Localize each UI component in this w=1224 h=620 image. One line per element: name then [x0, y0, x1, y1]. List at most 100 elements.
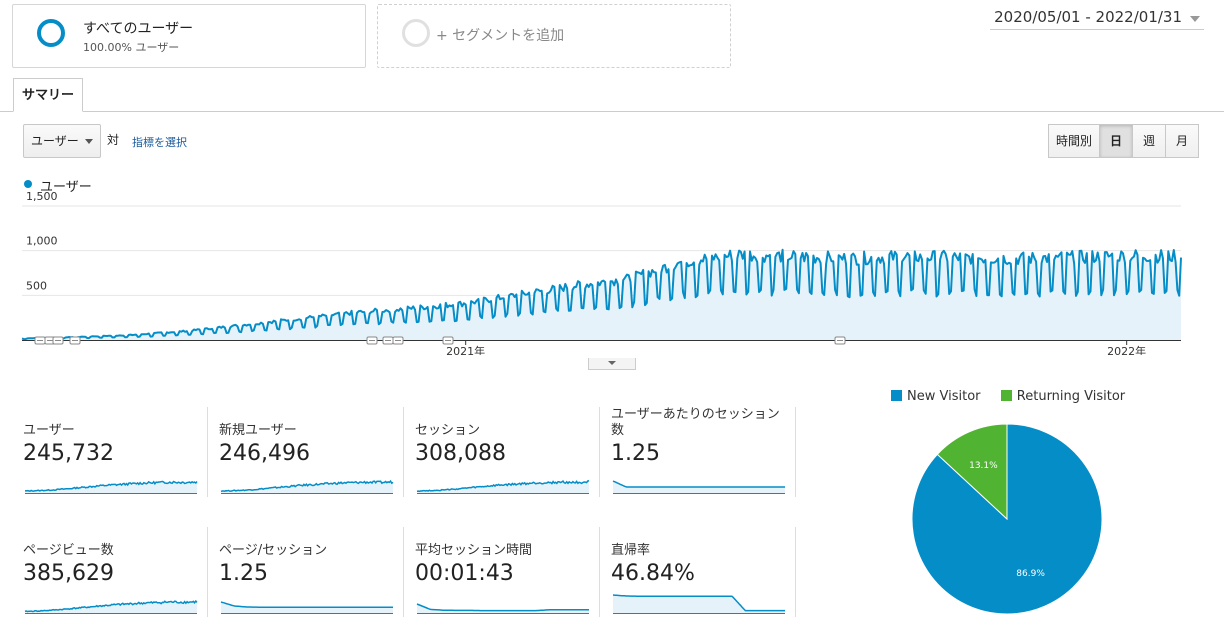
sparkline-area [613, 595, 785, 613]
scorecard-divider [403, 527, 404, 617]
scorecard-1[interactable]: ユーザー 245,732 [23, 423, 199, 466]
series-legend-dot [24, 180, 32, 188]
date-range-text: 2020/05/01 - 2022/01/31 [994, 8, 1182, 26]
segment-name: すべてのユーザー [83, 21, 194, 37]
scorecard-sparkline [220, 479, 394, 494]
sparkline-area [417, 480, 589, 493]
segment-ring-icon [37, 19, 65, 47]
scorecard-value: 46.84% [611, 561, 695, 586]
granularity-toggle: 時間別 日 週 月 [1048, 124, 1199, 158]
pie-legend: New Visitor Returning Visitor [891, 389, 1125, 404]
series-legend-label: ユーザー [40, 180, 92, 195]
series-line [21, 248, 1182, 341]
sparkline-line [220, 479, 394, 493]
scorecard-label: 新規ユーザー [219, 423, 297, 438]
scorecard-sparkline [416, 480, 590, 494]
y-tick-label: 500 [26, 279, 47, 292]
add-segment-label: + セグメントを追加 [436, 28, 565, 44]
scorecard-label: 平均セッション時間 [415, 543, 533, 558]
sparkline-line [220, 601, 393, 608]
scorecard-value: 1.25 [219, 561, 268, 586]
segment-share: 100.00% ユーザー [83, 41, 180, 54]
x-tick-label: 2021年 [446, 344, 485, 355]
date-range-picker[interactable]: 2020/05/01 - 2022/01/31 [990, 8, 1204, 30]
granularity-day-button[interactable]: 日 [1099, 124, 1133, 158]
scorecard-sparkline [24, 599, 198, 614]
sparkline-area [25, 601, 197, 613]
metric-select[interactable]: ユーザー [23, 124, 101, 158]
y-tick-label: 1,000 [26, 235, 58, 248]
scorecard-value: 385,629 [23, 561, 114, 586]
annotation-marker-icon[interactable] [834, 336, 846, 345]
scorecard-divider [599, 407, 600, 497]
scorecard-divider [795, 407, 796, 497]
scorecard-3[interactable]: セッション 308,088 [415, 423, 591, 466]
scorecard-label: ページ/セッション [219, 543, 328, 558]
annotation-marker-icon[interactable] [366, 336, 378, 345]
pie-legend-item-new[interactable]: New Visitor [891, 389, 981, 404]
sparkline-line [416, 480, 590, 493]
tab-summary[interactable]: サマリー [13, 78, 83, 112]
legend-swatch [1000, 390, 1012, 401]
scorecard-sparkline [612, 594, 785, 614]
scorecard-sparkline [220, 601, 393, 614]
scorecard-value: 246,496 [219, 441, 310, 466]
y-tick-label: 1,500 [26, 190, 58, 203]
scorecard-6[interactable]: ページ/セッション 1.25 [219, 543, 395, 586]
legend-swatch [891, 390, 902, 401]
add-segment-card[interactable]: + セグメントを追加 [377, 4, 731, 68]
metric-select-value: ユーザー [31, 134, 79, 148]
pie-slice-label: 86.9% [1016, 569, 1045, 579]
annotation-marker-icon[interactable] [382, 336, 394, 345]
tab-bar-divider [0, 111, 1224, 112]
annotation-marker-icon[interactable] [392, 336, 404, 345]
scorecard-value: 00:01:43 [415, 561, 514, 586]
pie-slice-returning-visitor[interactable] [936, 423, 1008, 521]
pie-legend-item-returning[interactable]: Returning Visitor [1000, 389, 1125, 404]
scorecard-5[interactable]: ページビュー数 385,629 [23, 543, 199, 586]
scorecard-sparkline [612, 480, 785, 494]
annotation-marker-icon[interactable] [34, 336, 46, 345]
scorecard-label: ページビュー数 [23, 543, 114, 558]
sparkline-line [612, 480, 785, 488]
annotation-marker-icon[interactable] [52, 336, 64, 345]
chart-collapse-toggle[interactable] [588, 358, 636, 370]
pie-slice-label: 13.1% [969, 461, 998, 471]
empty-segment-ring-icon [402, 19, 430, 47]
scorecard-label: 直帰率 [611, 543, 651, 558]
scorecard-value: 308,088 [415, 441, 506, 466]
scorecard-2[interactable]: 新規ユーザー 246,496 [219, 423, 395, 466]
sparkline-line [416, 603, 589, 612]
granularity-week-button[interactable]: 週 [1132, 124, 1166, 158]
scorecard-sparkline [416, 603, 589, 614]
scorecard-label: ユーザーあたりのセッション数 [611, 407, 780, 438]
sparkline-line [612, 594, 785, 612]
x-tick-label: 2022年 [1107, 344, 1146, 355]
scorecard-divider [207, 407, 208, 497]
scorecard-label: ユーザー [23, 423, 75, 438]
scorecard-7[interactable]: 平均セッション時間 00:01:43 [415, 543, 591, 586]
chevron-down-icon [85, 139, 93, 144]
visitor-type-pie-chart: 86.9% 13.1% [911, 423, 1103, 615]
choose-metric-link[interactable]: 指標を選択 [132, 136, 187, 149]
chevron-down-icon [608, 361, 616, 365]
scorecard-divider [403, 407, 404, 497]
scorecard-divider [599, 527, 600, 617]
chevron-down-icon [1190, 16, 1200, 22]
granularity-hourly-button[interactable]: 時間別 [1048, 124, 1100, 158]
scorecard-value: 245,732 [23, 441, 114, 466]
scorecard-divider [795, 527, 796, 617]
scorecard-divider [207, 527, 208, 617]
scorecard-8[interactable]: 直帰率 46.84% [611, 543, 787, 586]
sparkline-area [25, 481, 197, 493]
sparkline-area [417, 604, 589, 613]
segment-card-all-users[interactable]: すべてのユーザー 100.00% ユーザー [12, 4, 366, 68]
sparkline-line [24, 480, 198, 492]
granularity-month-button[interactable]: 月 [1165, 124, 1199, 158]
annotation-marker-icon[interactable] [442, 336, 454, 345]
sparkline-line [24, 599, 198, 613]
scorecard-value: 1.25 [611, 441, 660, 466]
annotation-marker-icon[interactable] [69, 336, 81, 345]
versus-label: 対 [107, 133, 120, 147]
scorecard-4[interactable]: ユーザーあたりのセッション数 1.25 [611, 407, 787, 466]
